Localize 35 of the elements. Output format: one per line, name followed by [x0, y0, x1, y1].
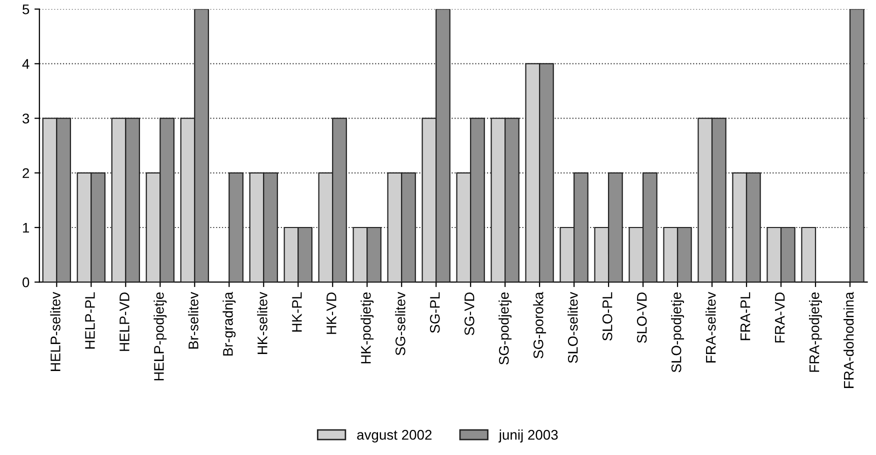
x-tick-label: SLO-PL: [602, 292, 612, 341]
x-tick-label: Br-gradnja: [222, 292, 236, 356]
x-tick-label: HK-podjetje: [360, 292, 374, 364]
x-tick-label: HELP-PL: [85, 292, 95, 349]
x-tick-label: HELP-podjetje: [154, 292, 167, 380]
x-tick-label: SLO-podjetje: [671, 292, 684, 372]
x-tick-label: FRA-podjetje: [809, 292, 822, 372]
y-tick-label: 1: [23, 222, 30, 233]
bar: [228, 172, 244, 282]
x-tick-label: HK-selitev: [257, 292, 268, 354]
y-tick-label: 2: [22, 168, 29, 178]
x-tick-label: FRA-selitev: [706, 292, 716, 362]
x-tick-label: SG-selitev: [395, 292, 406, 356]
bar: [801, 226, 816, 282]
x-tick-label: HELP-selitev: [50, 292, 60, 371]
legend-label: avgust 2002: [357, 430, 432, 442]
x-tick-label: SG-podjetje: [498, 292, 512, 365]
x-tick-label: HK-PL: [292, 292, 302, 332]
bar: [849, 9, 864, 282]
x-tick-label: HK-VD: [326, 292, 336, 334]
y-tick-label: 0: [22, 277, 30, 288]
legend-label: junij 2003: [498, 430, 558, 442]
y-tick-label: 4: [22, 59, 30, 69]
x-tick-label: FRA-PL: [740, 292, 750, 340]
x-tick-label: Br-selitev: [188, 292, 198, 349]
x-tick-label: SLO-selitev: [568, 292, 578, 363]
x-tick-label: SG-VD: [464, 292, 474, 336]
x-tick-label: FRA-VD: [775, 292, 785, 342]
y-tick-label: 3: [22, 114, 30, 124]
x-tick-label: SG-poroka: [533, 292, 546, 358]
y-tick-label: 5: [22, 4, 30, 14]
x-tick-label: FRA-dohodnina: [844, 292, 854, 388]
x-tick-label: SG-PL: [430, 292, 440, 333]
x-tick-label: HELP-VD: [120, 292, 130, 351]
x-tick-label: SLO-VD: [636, 292, 647, 343]
